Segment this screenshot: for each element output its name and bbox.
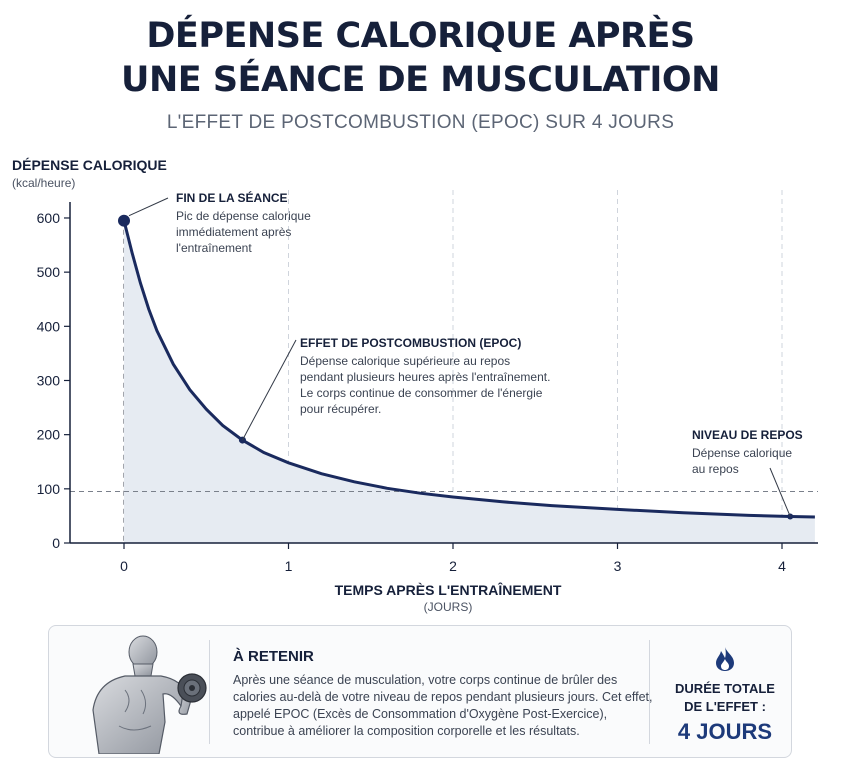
leader-line-peak xyxy=(128,197,169,217)
summary-box: À RETENIR Après une séance de musculatio… xyxy=(48,625,792,758)
calorie-curve-line xyxy=(122,220,815,519)
x-tick-label: 3 xyxy=(614,558,622,574)
y-tick-label: 0 xyxy=(52,535,60,551)
annotation-epoc-line: Dépense calorique supérieure au repos xyxy=(300,354,510,368)
title-line-1: DÉPENSE CALORIQUE APRÈS xyxy=(146,16,695,56)
x-axis-unit: (JOURS) xyxy=(424,600,473,614)
annotation-peak-title: FIN DE LA SÉANCE xyxy=(176,190,288,205)
annotation-epoc-line: Le corps continue de consommer de l'éner… xyxy=(300,386,543,400)
annotation-rest-title: NIVEAU DE REPOS xyxy=(692,428,803,442)
annotation-peak-line: immédiatement après xyxy=(176,225,291,239)
y-axis-unit: (kcal/heure) xyxy=(12,176,75,190)
divider-left xyxy=(209,640,210,744)
annotation-epoc-line: pour récupérer. xyxy=(300,402,381,416)
x-tick-label: 4 xyxy=(778,558,786,574)
leader-line-rest xyxy=(769,467,791,517)
axis-layer: 0 100 200 300 400 500 600 0 1 2 3 4 xyxy=(37,202,818,574)
y-tick-label: 300 xyxy=(37,372,61,388)
chart-subtitle: L'EFFET DE POSTCOMBUSTION (EPOC) SUR 4 J… xyxy=(166,112,675,133)
y-tick-label: 200 xyxy=(37,427,61,443)
flame-icon xyxy=(716,647,734,671)
duration-label-1: DURÉE TOTALE xyxy=(675,681,775,696)
annotation-epoc-line: pendant plusieurs heures après l'entraîn… xyxy=(300,370,550,384)
duration-label-2: DE L'EFFET : xyxy=(684,699,766,714)
summary-title: À RETENIR xyxy=(233,648,314,665)
duration-value: 4 JOURS xyxy=(677,719,773,744)
annotation-rest-line: Dépense calorique xyxy=(692,446,792,460)
annotation-rest-line: au repos xyxy=(692,462,739,476)
y-axis-title: DÉPENSE CALORIQUE xyxy=(12,157,167,173)
x-tick-label: 0 xyxy=(120,558,128,574)
area-fill xyxy=(124,220,815,543)
x-tick-label: 2 xyxy=(449,558,457,574)
y-tick-label: 600 xyxy=(37,210,61,226)
x-tick-label: 1 xyxy=(285,558,293,574)
title-line-2: UNE SÉANCE DE MUSCULATION xyxy=(121,60,720,100)
duration-panel: DURÉE TOTALE DE L'EFFET : 4 JOURS xyxy=(661,640,789,745)
annotation-peak-line: Pic de dépense calorique xyxy=(176,209,311,223)
calorie-chart: 0 100 200 300 400 500 600 0 1 2 3 4 FIN DE LA SÉANC… xyxy=(12,157,818,614)
annotation-epoc-title: EFFET DE POSTCOMBUSTION (EPOC) xyxy=(300,336,521,350)
peak-marker xyxy=(118,214,130,227)
y-tick-label: 400 xyxy=(37,318,61,334)
annotation-layer: FIN DE LA SÉANCE Pic de dépense calorique… xyxy=(128,190,803,517)
divider-right xyxy=(649,640,650,744)
x-axis-title: TEMPS APRÈS L'ENTRAÎNEMENT xyxy=(335,581,562,598)
annotation-peak-line: l'entraînement xyxy=(176,241,252,255)
leader-line-epoc xyxy=(241,339,297,441)
athlete-illustration-icon xyxy=(92,635,207,754)
y-tick-label: 100 xyxy=(37,481,61,497)
summary-text: Après une séance de musculation, votre c… xyxy=(233,673,653,738)
y-tick-label: 500 xyxy=(37,264,61,280)
